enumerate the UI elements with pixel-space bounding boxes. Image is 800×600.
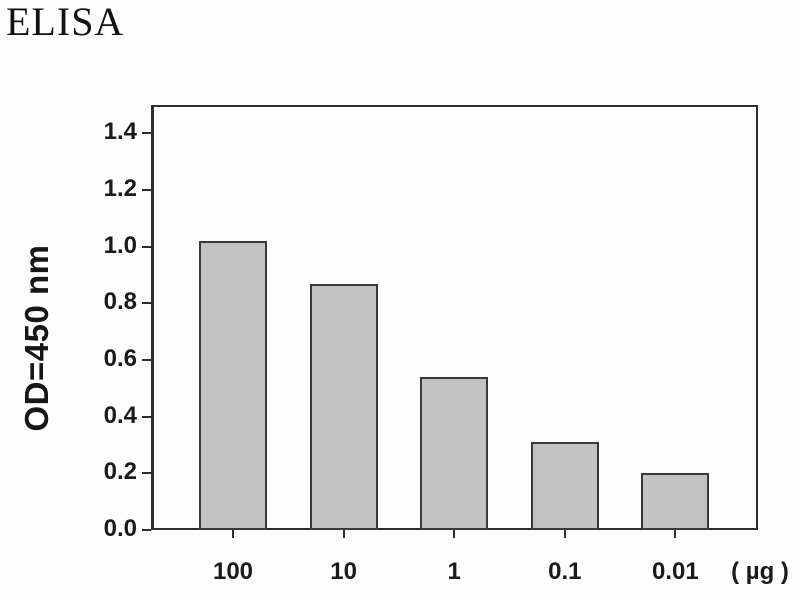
y-axis-tick-label: 1.0	[103, 231, 137, 259]
x-axis-unit-label: ( µg )	[731, 558, 789, 585]
y-axis-tick-label: 0.2	[103, 458, 137, 486]
x-axis-tick	[563, 530, 566, 538]
bar-0.01	[641, 473, 710, 530]
y-axis-tick-label: 1.2	[103, 175, 137, 202]
x-axis-tick	[674, 530, 677, 538]
y-axis-tick-label: 1.4	[103, 118, 137, 146]
y-axis-tick	[142, 302, 151, 305]
x-axis-tick-label: 10	[330, 558, 357, 585]
bar-1	[420, 377, 489, 530]
y-axis-tick	[142, 245, 151, 248]
y-axis-tick-label: 0.8	[103, 288, 137, 316]
chart-title: ELISA	[6, 0, 125, 44]
y-axis-tick-label: 0.6	[103, 345, 137, 372]
bar-100	[199, 241, 267, 530]
x-axis-tick	[232, 530, 234, 538]
x-axis-tick	[342, 530, 345, 538]
x-axis-tick	[453, 530, 456, 538]
y-axis-tick-label: 0.0	[103, 515, 137, 542]
y-axis-tick	[142, 415, 151, 418]
y-axis-tick-label: 0.4	[103, 401, 137, 429]
y-axis-tick	[142, 529, 151, 531]
y-axis-tick	[142, 472, 151, 475]
y-axis-tick	[142, 359, 151, 361]
bar-10	[309, 283, 378, 530]
x-axis-tick-label: 100	[212, 558, 254, 585]
x-axis-tick-label: 0.01	[652, 558, 699, 585]
bar-0.1	[530, 442, 599, 530]
y-axis-tick	[142, 132, 151, 135]
x-axis-tick-label: 1	[447, 558, 461, 585]
y-axis-tick	[142, 189, 151, 191]
y-axis-label: OD=450 nm	[18, 244, 55, 432]
x-axis-tick-label: 0.1	[548, 558, 582, 585]
